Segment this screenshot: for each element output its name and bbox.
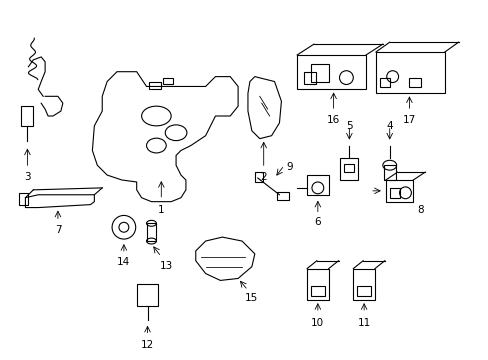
Text: 9: 9: [285, 162, 292, 172]
Bar: [375, 52, 444, 93]
Bar: [163, 78, 173, 84]
Text: 6: 6: [314, 217, 321, 228]
Bar: [344, 164, 353, 172]
Text: 10: 10: [311, 318, 324, 328]
Bar: [310, 64, 328, 82]
Bar: [408, 78, 420, 87]
Text: 11: 11: [357, 318, 370, 328]
Text: 1: 1: [158, 204, 164, 215]
Bar: [254, 172, 262, 182]
Bar: [352, 269, 374, 300]
Text: 5: 5: [346, 121, 352, 131]
Bar: [340, 158, 358, 180]
Text: 8: 8: [416, 204, 423, 215]
Bar: [385, 180, 412, 202]
Bar: [21, 106, 33, 126]
Text: 15: 15: [245, 293, 258, 303]
Text: 12: 12: [141, 339, 154, 350]
Bar: [297, 55, 366, 89]
Bar: [389, 188, 399, 198]
Bar: [306, 269, 328, 300]
Text: 17: 17: [402, 115, 415, 125]
Text: 14: 14: [117, 257, 130, 267]
Bar: [306, 175, 328, 195]
Bar: [277, 192, 289, 200]
Text: 3: 3: [24, 172, 31, 182]
Bar: [304, 72, 315, 84]
Bar: [357, 286, 370, 296]
Text: 13: 13: [159, 261, 172, 271]
Text: 7: 7: [55, 225, 61, 235]
Bar: [383, 165, 395, 180]
Bar: [19, 193, 28, 204]
Text: 16: 16: [326, 115, 340, 125]
Bar: [137, 284, 158, 306]
Bar: [379, 78, 389, 87]
Bar: [146, 223, 156, 241]
Text: 2: 2: [260, 172, 266, 182]
Bar: [149, 82, 161, 89]
Text: 4: 4: [386, 121, 392, 131]
Bar: [310, 286, 324, 296]
